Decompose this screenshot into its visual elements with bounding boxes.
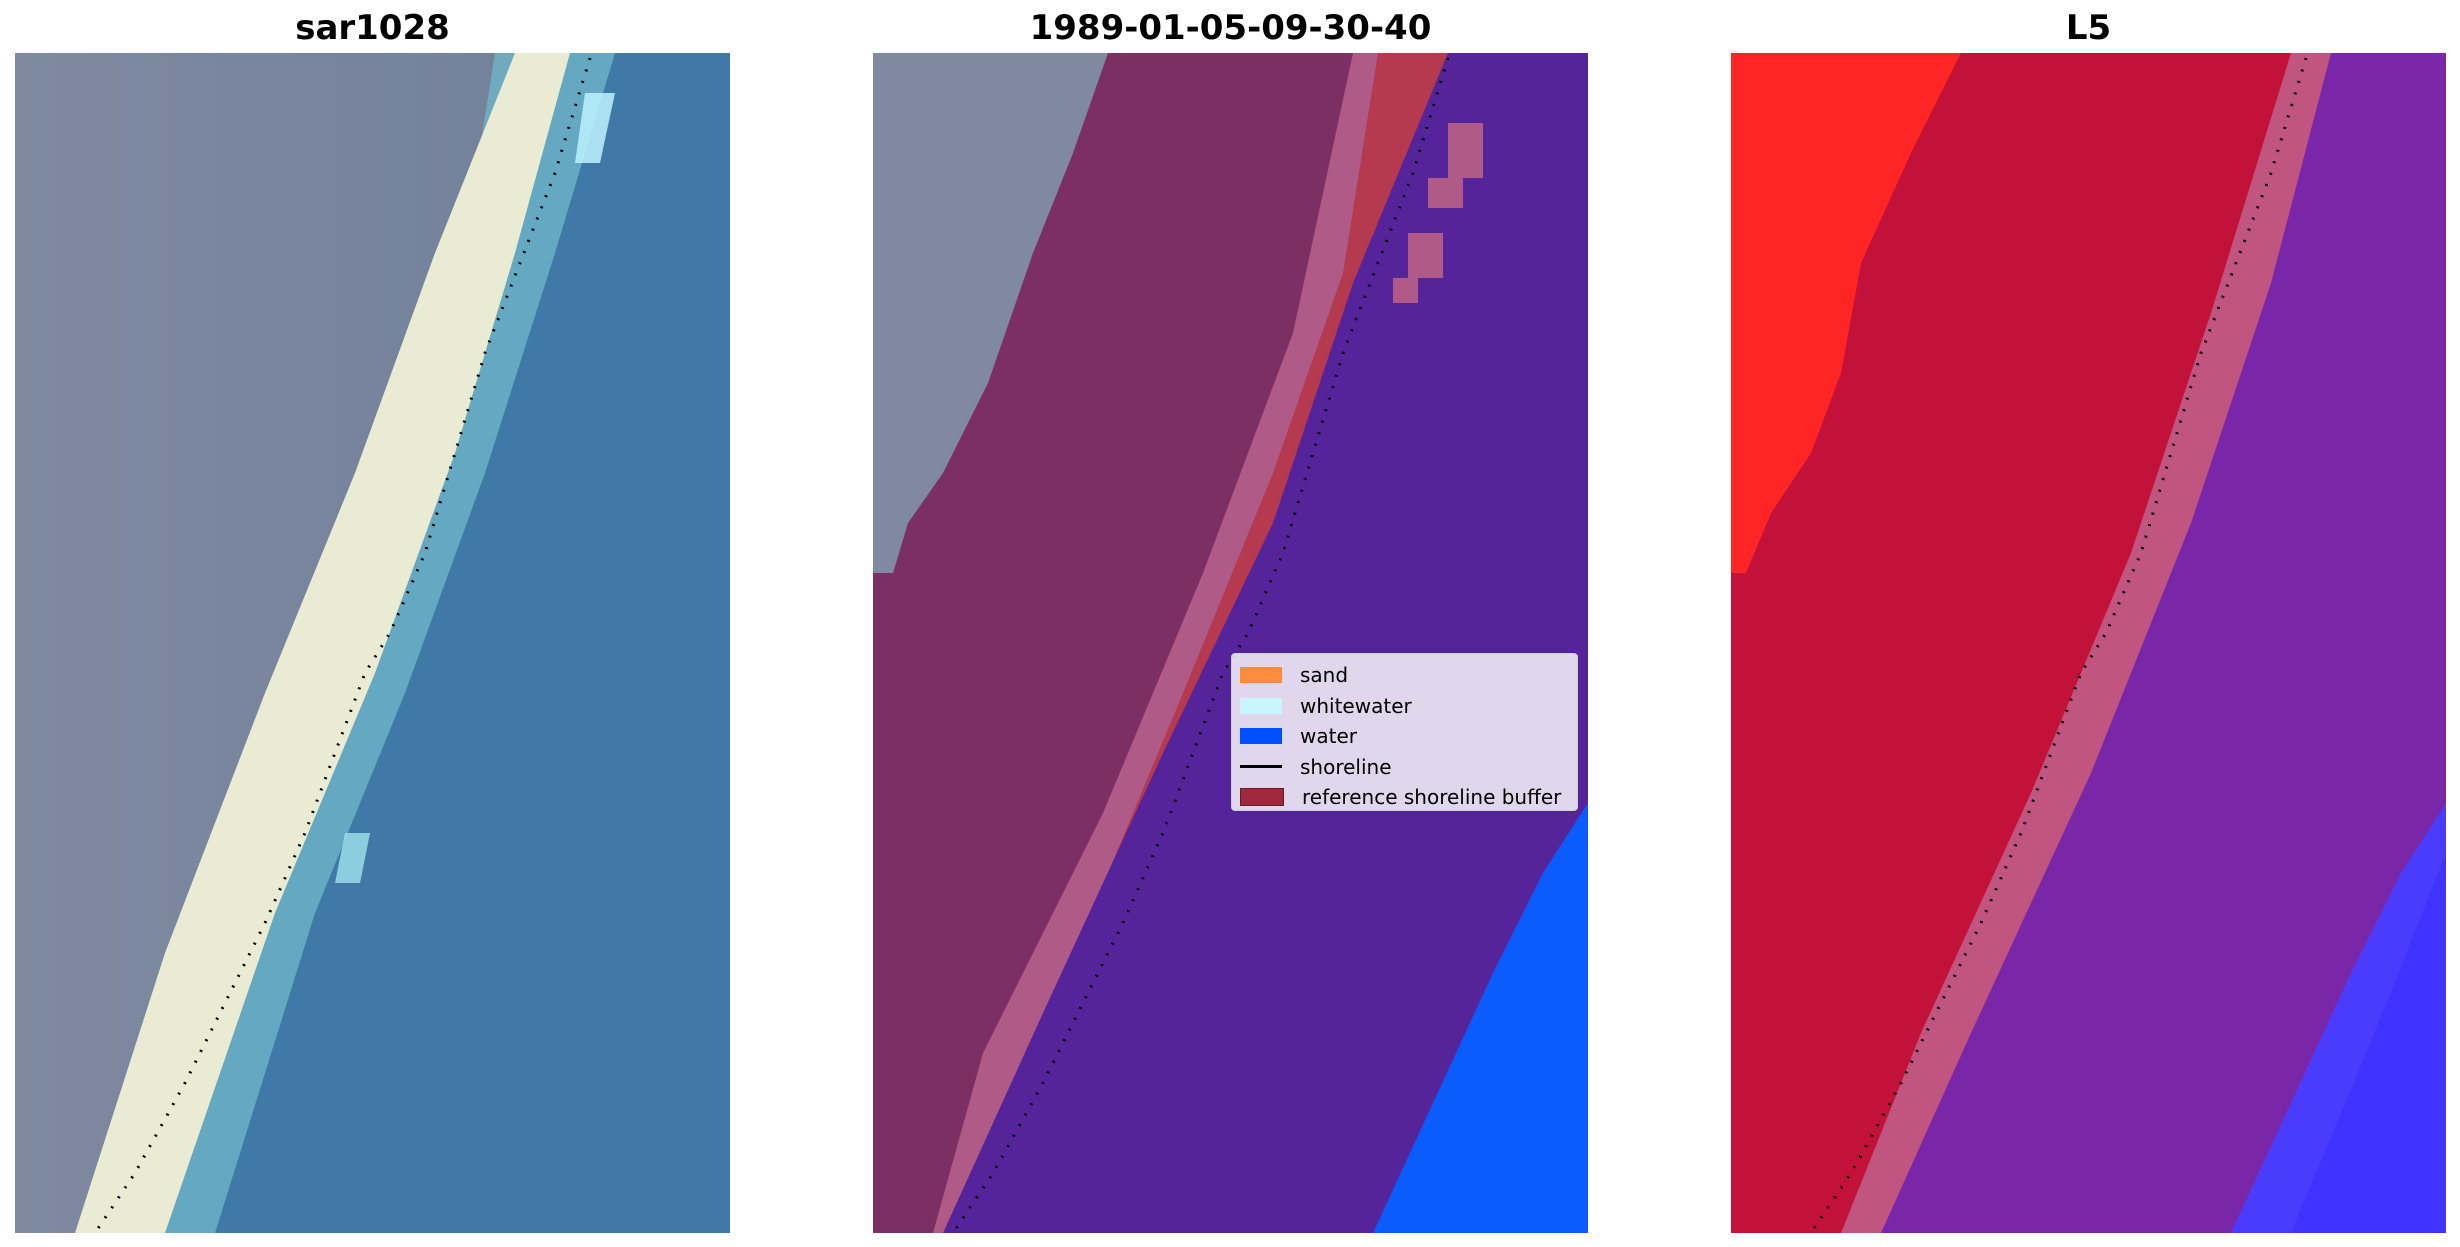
legend-label: sand xyxy=(1300,663,1349,688)
sand-swatch xyxy=(1240,667,1282,684)
shoreline-swatch xyxy=(1240,765,1282,769)
water-swatch xyxy=(1240,728,1282,745)
panel-title-classified: 1989-01-05-09-30-40 xyxy=(1029,8,1432,48)
index-image xyxy=(1731,53,2446,1233)
buffer-swatch xyxy=(1240,788,1284,807)
rgb-satellite-image xyxy=(15,53,730,1233)
panel-title-index: L5 xyxy=(2065,8,2112,48)
legend-item-whitewater: whitewater xyxy=(1240,691,1569,722)
legend: sand whitewater water shoreline referenc… xyxy=(1231,653,1578,811)
legend-label: shoreline xyxy=(1300,754,1392,779)
legend-item-sand: sand xyxy=(1240,660,1569,691)
classified-image xyxy=(873,53,1588,1233)
legend-item-buffer: reference shoreline buffer xyxy=(1240,782,1569,813)
whitewater-swatch xyxy=(1240,697,1282,714)
legend-item-water: water xyxy=(1240,721,1569,752)
panel-title-rgb: sar1028 xyxy=(295,8,450,48)
legend-label: whitewater xyxy=(1300,693,1412,718)
legend-label: water xyxy=(1300,724,1357,749)
legend-label: reference shoreline buffer xyxy=(1302,785,1562,810)
legend-item-shoreline: shoreline xyxy=(1240,752,1569,783)
